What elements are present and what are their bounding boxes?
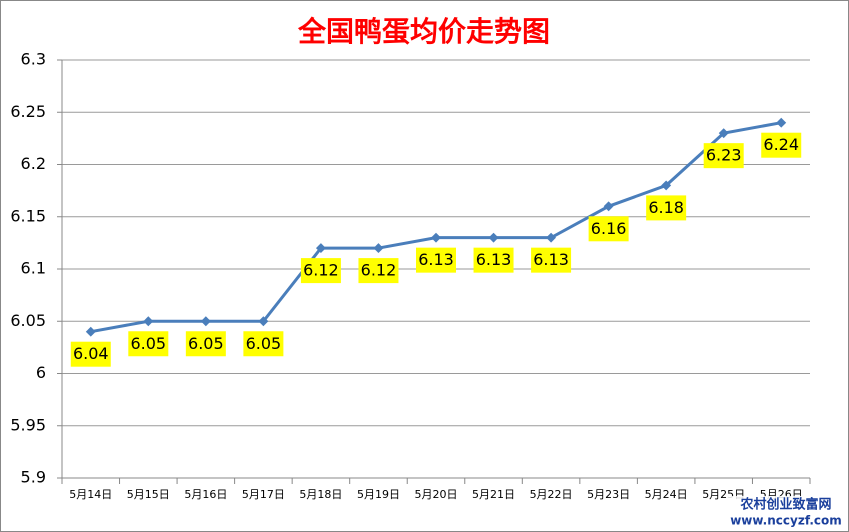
- x-tick-label: 5月18日: [299, 488, 342, 501]
- x-tick-label: 5月23日: [587, 488, 630, 501]
- label-bg: [128, 331, 169, 357]
- data-label: 6.13: [418, 250, 454, 269]
- x-tick-label: 5月15日: [127, 488, 170, 501]
- x-tick-label: 5月16日: [184, 488, 227, 501]
- marker: [143, 316, 154, 327]
- watermark-name: 农村创业致富网: [739, 497, 831, 513]
- x-tick-label: 5月24日: [645, 488, 688, 501]
- label-bg: [761, 132, 802, 158]
- marker: [373, 243, 384, 254]
- label-bg: [588, 216, 629, 242]
- marker: [776, 117, 787, 128]
- data-label: 6.05: [246, 334, 282, 353]
- label-bg: [300, 258, 341, 284]
- data-label: 6.18: [648, 198, 684, 217]
- data-label: 6.05: [188, 334, 224, 353]
- watermark-bg: [728, 496, 844, 528]
- marker: [315, 243, 326, 254]
- data-label: 6.12: [303, 261, 339, 280]
- label-bg: [70, 341, 111, 367]
- x-tick-label: 5月20日: [415, 488, 458, 501]
- y-tick-label: 5.9: [21, 468, 46, 487]
- marker: [546, 232, 557, 243]
- y-tick-label: 6.05: [10, 311, 46, 330]
- data-label: 6.12: [361, 261, 397, 280]
- x-tick-label: 5月22日: [530, 488, 573, 501]
- watermark-url: www.nccyzf.com: [730, 514, 842, 528]
- marker: [661, 180, 672, 191]
- y-tick-label: 6.2: [21, 154, 46, 173]
- chart-title: 全国鸭蛋均价走势图: [297, 15, 550, 48]
- x-tick-label: 5月21日: [472, 488, 515, 501]
- y-tick-label: 6.25: [10, 102, 46, 121]
- marker: [431, 232, 441, 243]
- marker: [258, 316, 269, 327]
- y-tick-label: 6.15: [10, 206, 46, 225]
- data-label: 6.05: [130, 334, 166, 353]
- data-label: 6.24: [763, 135, 799, 154]
- data-label: 6.23: [706, 146, 742, 165]
- y-tick-label: 6.3: [21, 50, 46, 69]
- label-bg: [646, 195, 687, 221]
- x-tick-label: 5月17日: [242, 488, 285, 501]
- label-bg: [703, 143, 744, 169]
- label-bg: [185, 331, 226, 357]
- marker: [200, 316, 211, 327]
- data-label: 6.13: [533, 250, 569, 269]
- data-label: 6.16: [591, 219, 627, 238]
- y-tick-label: 5.95: [10, 415, 46, 434]
- marker: [488, 232, 499, 243]
- x-tick-label: 5月19日: [357, 488, 400, 501]
- label-bg: [416, 247, 456, 273]
- marker: [718, 128, 729, 139]
- x-tick-label: 5月14日: [69, 488, 112, 501]
- y-tick-label: 6: [36, 363, 46, 382]
- data-label: 6.13: [476, 250, 512, 269]
- y-tick-label: 6.1: [21, 259, 46, 278]
- label-bg: [243, 331, 284, 357]
- marker: [603, 201, 614, 212]
- label-bg: [531, 247, 572, 273]
- label-bg: [473, 247, 514, 273]
- label-bg: [358, 258, 399, 284]
- data-label: 6.04: [73, 344, 109, 363]
